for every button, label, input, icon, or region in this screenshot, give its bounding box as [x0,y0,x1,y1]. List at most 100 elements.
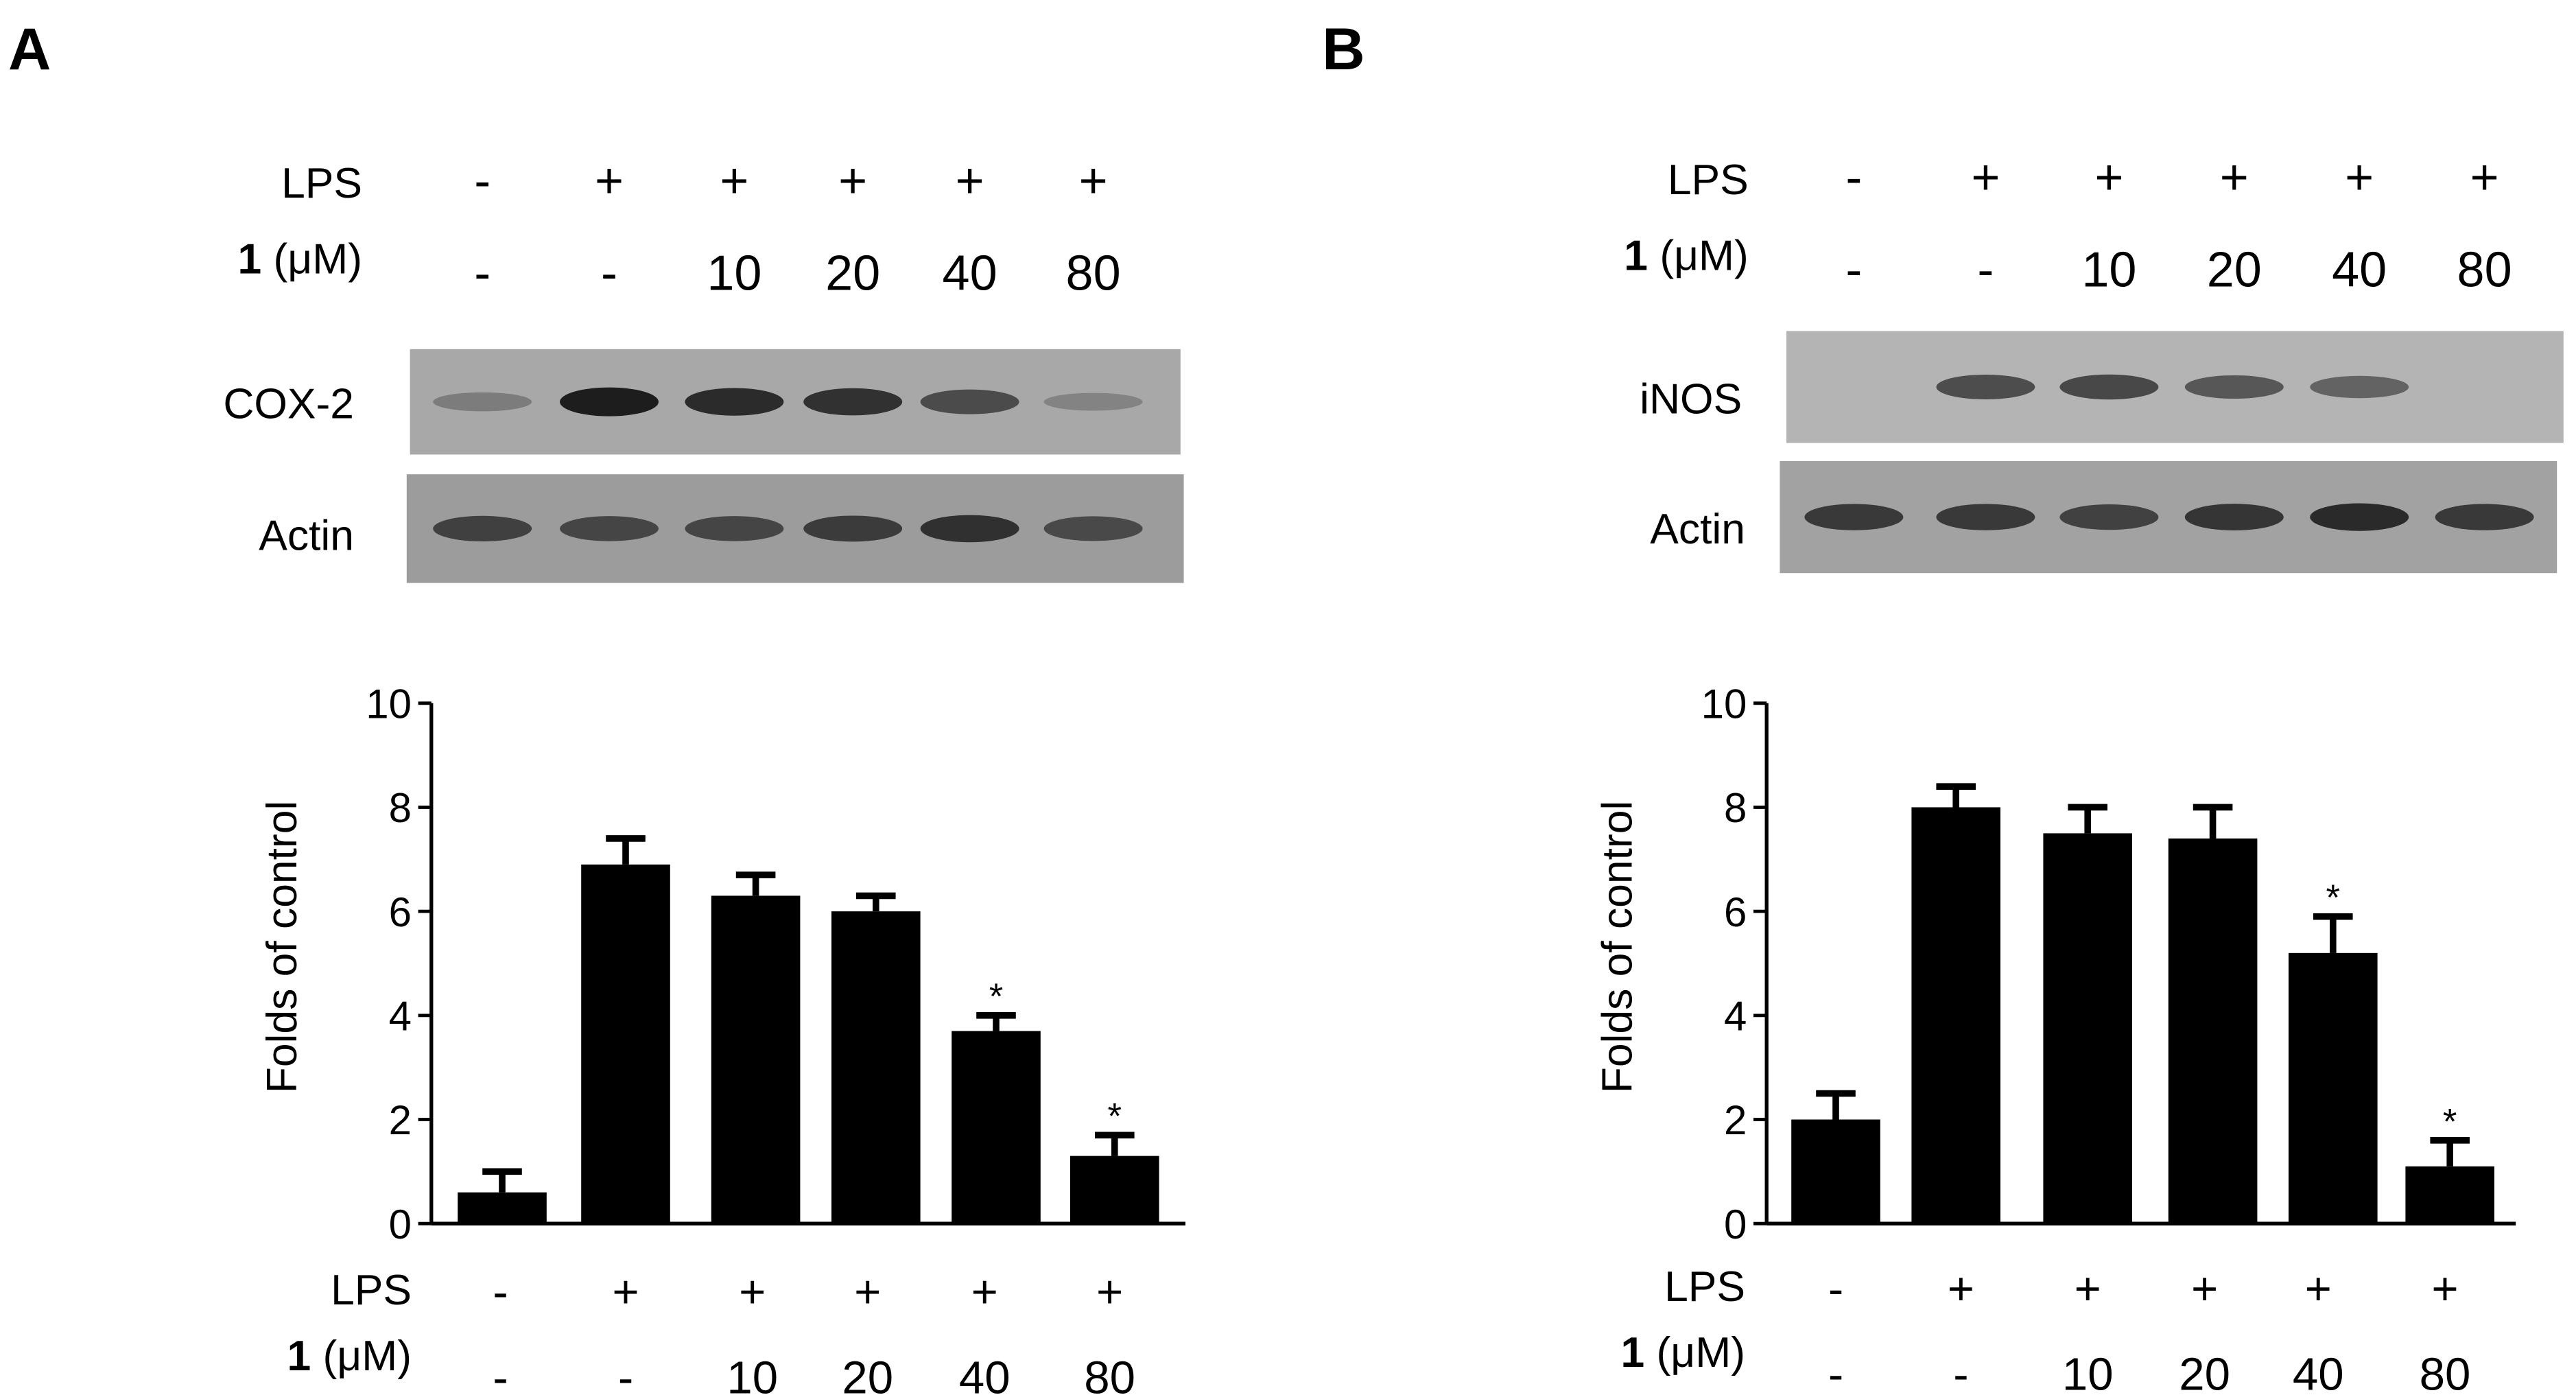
compound-number: 1 [1620,1329,1644,1376]
axis-lane-value: - [493,1352,508,1395]
blot-row-label: LPS [281,160,362,207]
blot-band [560,516,659,541]
blot-band [803,388,903,416]
blot-lane-value: + [1971,150,2000,205]
bar [952,1031,1041,1224]
axis-lane-value: + [739,1267,766,1318]
blot-lane-value: 40 [943,246,997,301]
blot-lane-value: + [2220,150,2249,205]
unit-label: (μM) [311,1333,412,1380]
bar [2043,833,2132,1224]
axis-row-label: LPS [331,1267,412,1314]
blot-band [433,392,532,412]
y-tick-label: 8 [389,785,412,831]
axis-row-label: 1 (μM) [1620,1329,1745,1376]
axis-lane-value: + [971,1267,998,1318]
axis-lane-value: - [1953,1349,1968,1395]
axis-lane-value: 40 [959,1352,1011,1395]
band-label: COX-2 [223,381,354,428]
blot-lane-value: - [1845,243,1862,298]
axis-lane-value: 20 [842,1352,893,1395]
bar [1070,1156,1159,1224]
blot-lane-value: + [1079,154,1108,209]
axis-lane-value: + [2191,1263,2218,1315]
blot-band [2435,504,2534,530]
unit-label: (μM) [1644,1329,1745,1376]
blot-band [920,515,1019,543]
y-tick-label: 2 [1724,1097,1747,1143]
axis-row-label: LPS [1664,1263,1745,1311]
blot-band [2059,504,2159,530]
axis-lane-value: + [612,1267,639,1318]
blot-lane-value: + [838,154,867,209]
axis-lane-value: 10 [726,1352,778,1395]
axis-lane-value: - [618,1352,633,1395]
unit-label: (μM) [261,235,362,283]
compound-number: 1 [237,235,261,283]
panel-letter: A [8,16,51,82]
y-tick-label: 10 [1701,681,1747,727]
bar [458,1192,547,1224]
axis-lane-value: 80 [2420,1349,2471,1395]
blot-band [1936,504,2035,530]
significance-marker: * [1108,1097,1122,1137]
band-label: Actin [1650,506,1745,553]
blot-lane-value: + [956,154,984,209]
blot-band [2184,375,2284,399]
blot-band [685,516,784,541]
blot-lane-value: 20 [2207,243,2262,298]
blot-lane-value: - [1845,150,1862,205]
blot-lane-value: 10 [2081,243,2136,298]
y-axis-label: Folds of control [259,801,306,1094]
blot-band [920,389,1019,414]
axis-lane-value: + [2431,1263,2458,1315]
axis-lane-value: 20 [2179,1349,2230,1395]
blot-lane-value: 40 [2332,243,2387,298]
blot-lane-value: 20 [825,246,880,301]
blot-lane-value: - [474,154,491,209]
bar [1791,1119,1880,1224]
axis-lane-value: 10 [2062,1349,2114,1395]
y-tick-label: 4 [1724,993,1747,1039]
significance-marker: * [2443,1101,2457,1142]
blot-band [1043,516,1143,541]
blot-lane-value: + [2470,150,2499,205]
blot-band [433,515,532,542]
bar [1911,807,2000,1224]
blot-lane-value: + [2345,150,2374,205]
bar [711,895,801,1224]
bar [831,911,921,1224]
blot-band [1804,504,1904,530]
panel-letter: B [1322,16,1364,82]
blot-strip [1786,331,2564,443]
blot-strip [1780,461,2557,574]
significance-marker: * [989,976,1004,1017]
y-axis-label: Folds of control [1594,801,1641,1094]
y-tick-label: 2 [389,1097,412,1143]
blot-lane-value: - [601,246,617,301]
blot-lane-value: 80 [1066,246,1121,301]
y-tick-label: 6 [1724,889,1747,935]
blot-lane-value: 80 [2457,243,2512,298]
y-tick-label: 4 [389,993,412,1039]
unit-label: (μM) [1648,233,1749,280]
blot-band [2059,374,2159,400]
axis-lane-value: - [1828,1263,1843,1315]
axis-lane-value: - [1828,1349,1843,1395]
axis-lane-value: - [493,1267,508,1318]
blot-band [1043,392,1143,411]
blot-band [2310,375,2409,399]
blot-lane-value: 10 [707,246,761,301]
axis-lane-value: + [2075,1263,2101,1315]
axis-row-label: 1 (μM) [287,1333,412,1380]
axis-lane-value: + [1948,1263,1974,1315]
axis-lane-value: + [2305,1263,2332,1315]
blot-band [2310,503,2409,531]
blot-lane-value: + [720,154,748,209]
blot-band [1936,375,2035,399]
axis-lane-value: 40 [2293,1349,2344,1395]
axis-lane-value: + [1096,1267,1123,1318]
blot-band [685,388,784,416]
blot-row-label: LPS [1668,156,1749,204]
